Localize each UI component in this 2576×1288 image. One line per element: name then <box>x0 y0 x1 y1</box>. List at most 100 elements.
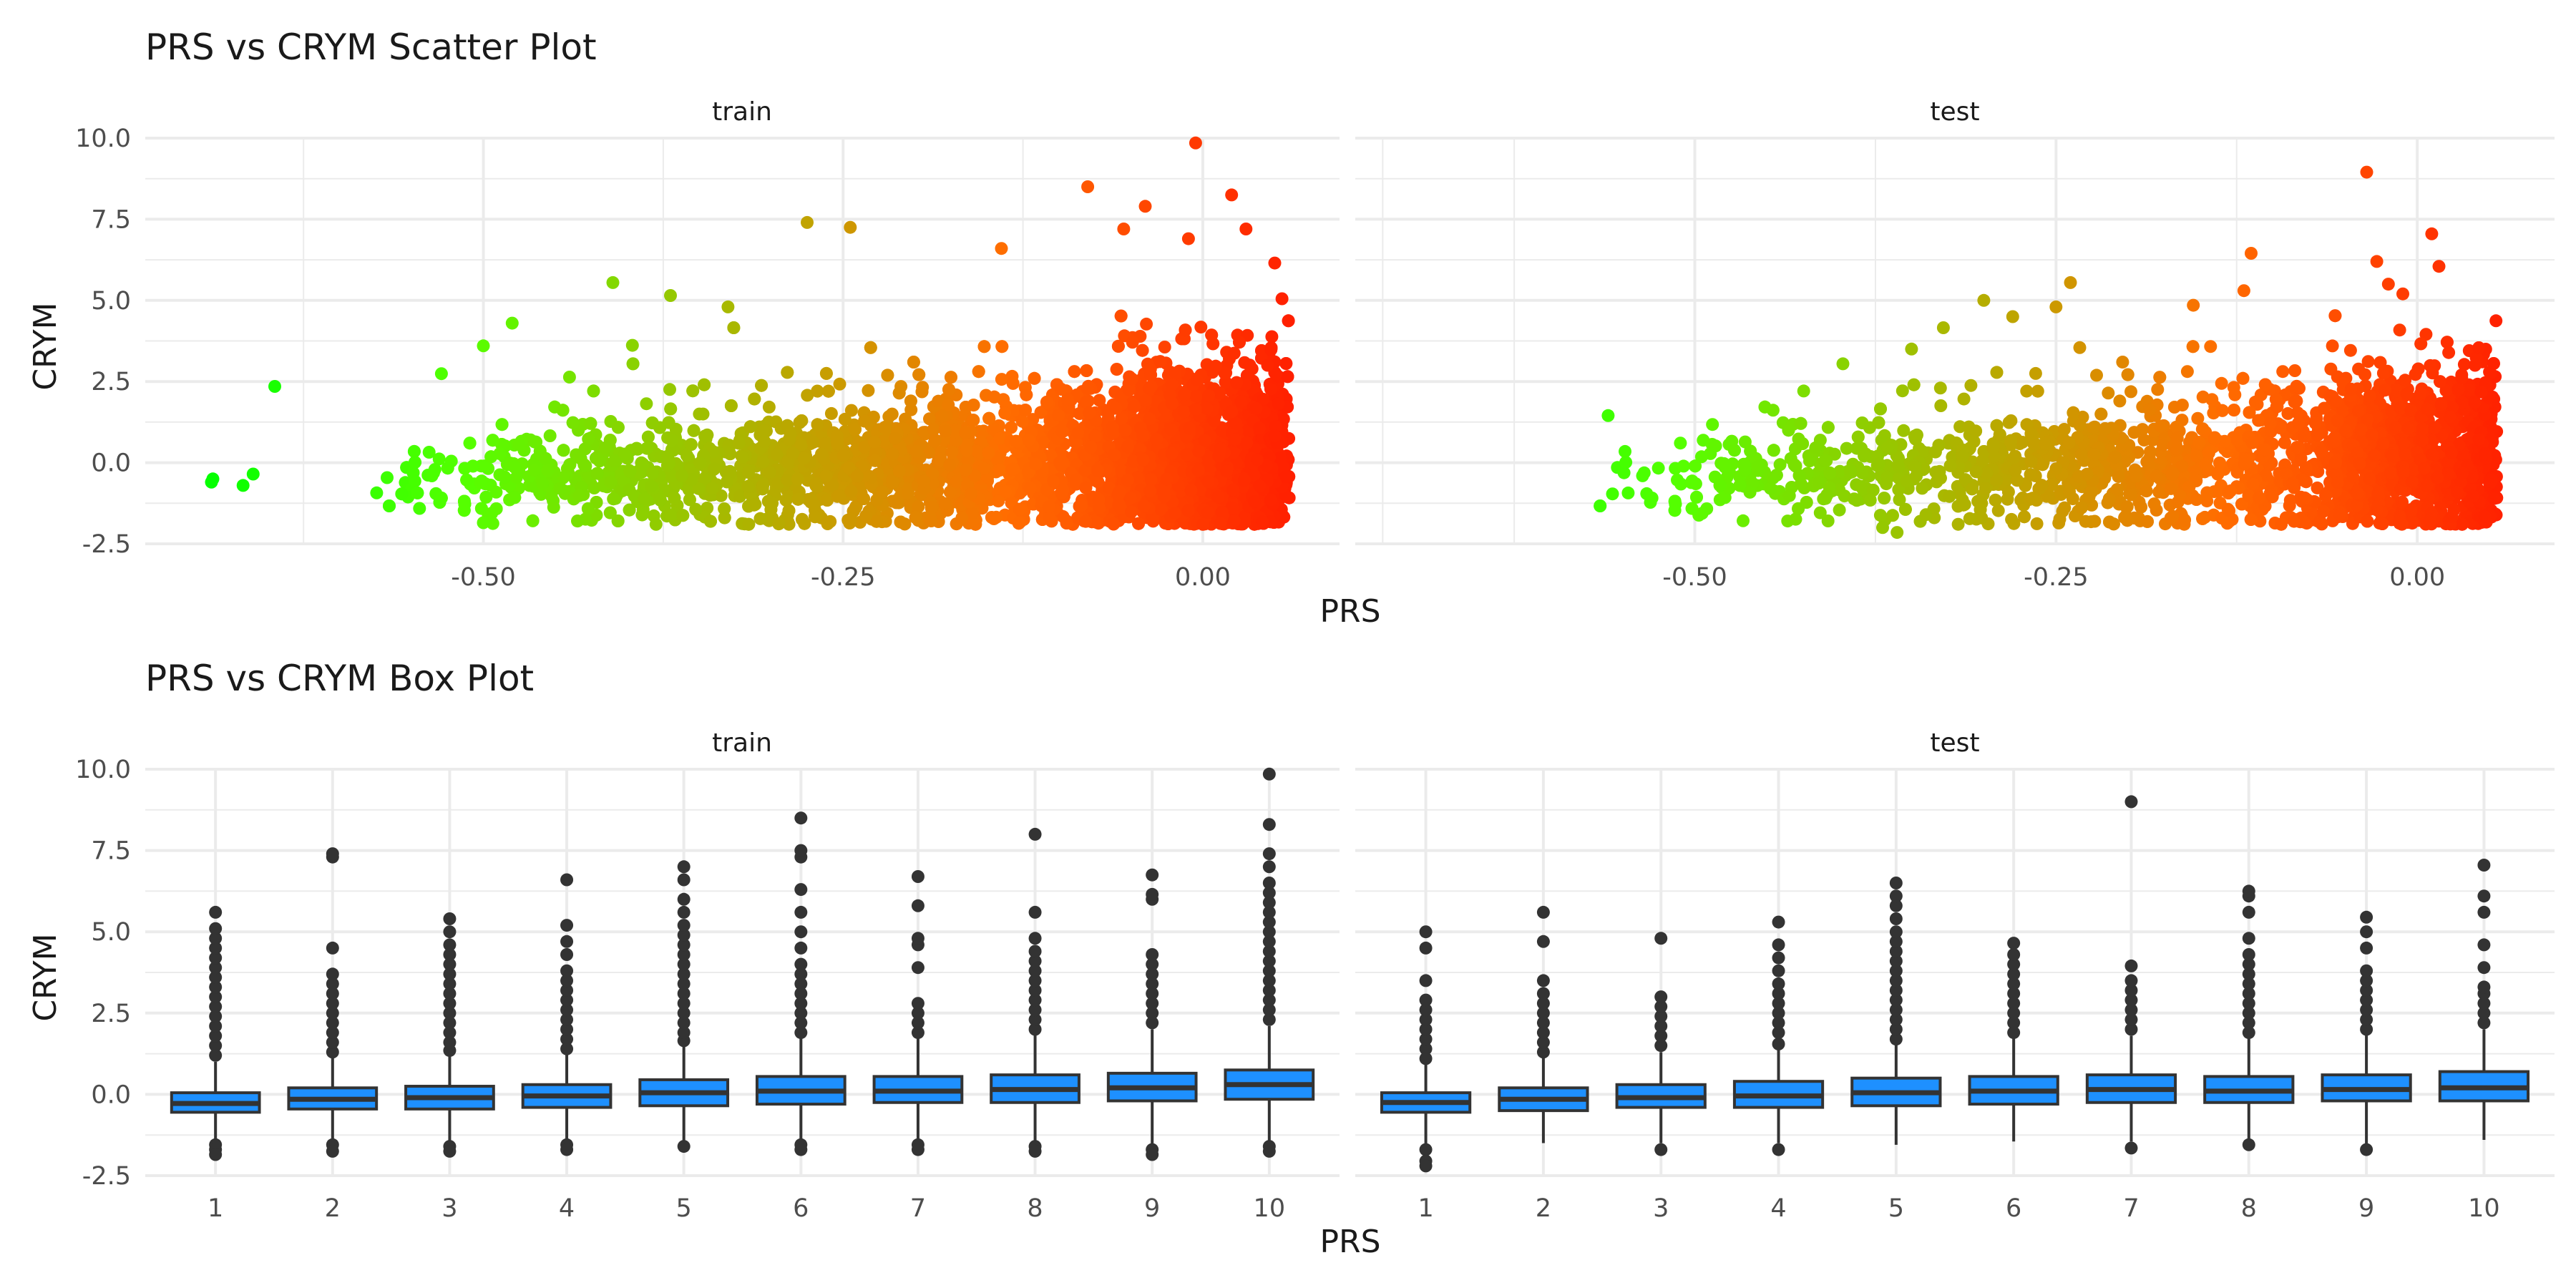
scatter-point <box>892 464 906 478</box>
scatter-point <box>566 416 580 429</box>
scatter-point <box>1007 462 1020 476</box>
scatter-point <box>584 416 597 430</box>
scatter-point <box>1125 505 1138 519</box>
scatter-point <box>909 511 922 525</box>
scatter-point <box>1121 440 1135 454</box>
scatter-point <box>1169 507 1181 520</box>
scatter-point <box>1201 506 1215 519</box>
scatter-point <box>411 486 424 499</box>
scatter-point <box>527 464 541 477</box>
scatter-point <box>859 509 873 522</box>
scatter-point <box>1201 475 1215 489</box>
scatter-point <box>943 458 957 472</box>
scatter-point <box>638 492 651 506</box>
scatter-point <box>770 448 784 462</box>
scatter-point <box>782 517 796 531</box>
scatter-point <box>645 416 659 429</box>
scatter-point <box>977 340 991 353</box>
scatter-point <box>536 477 550 490</box>
scatter-point <box>1253 479 1267 493</box>
scatter-point <box>577 458 591 472</box>
scatter-point <box>1138 499 1151 513</box>
scatter-point <box>607 492 620 506</box>
scatter-x-tick-labels: -0.50 -0.25 0.00 -0.50 -0.25 0.00 <box>451 563 2445 592</box>
scatter-point <box>1143 412 1156 426</box>
scatter-point <box>1042 500 1055 514</box>
scatter-point <box>687 424 701 437</box>
scatter-point <box>543 429 557 442</box>
scatter-point <box>1249 401 1263 415</box>
scatter-point <box>1213 386 1226 399</box>
scatter-point <box>858 414 872 428</box>
scatter-point <box>998 406 1012 420</box>
scatter-point <box>581 502 595 515</box>
y-tick-label: 2.5 <box>91 368 131 396</box>
scatter-point <box>604 475 618 489</box>
scatter-point <box>1205 328 1219 342</box>
scatter-point <box>578 442 592 456</box>
scatter-point <box>942 383 955 396</box>
y-tick-label: 5.0 <box>91 287 131 316</box>
scatter-point <box>426 466 440 479</box>
scatter-point <box>1110 363 1123 376</box>
scatter-point <box>857 492 871 505</box>
scatter-point <box>967 399 980 412</box>
scatter-point <box>714 489 728 502</box>
scatter-point <box>698 378 711 391</box>
scatter-point <box>1108 448 1121 462</box>
scatter-point <box>1253 421 1266 435</box>
scatter-point <box>1143 484 1157 497</box>
scatter-point <box>1169 366 1182 380</box>
scatter-point <box>982 447 995 459</box>
scatter-point <box>1019 404 1032 417</box>
scatter-point <box>902 487 914 500</box>
scatter-point <box>708 462 721 476</box>
scatter-point <box>1020 388 1033 401</box>
scatter-panel-label-train: train <box>712 97 772 127</box>
scatter-point <box>783 433 796 446</box>
scatter-point <box>756 479 770 492</box>
scatter-point <box>945 371 957 384</box>
scatter-point <box>782 504 796 517</box>
scatter-point <box>1265 330 1279 343</box>
scatter-point <box>675 469 688 482</box>
scatter-point <box>664 402 678 416</box>
y-tick-label: 0.0 <box>91 449 131 478</box>
scatter-point <box>743 420 757 434</box>
scatter-point <box>434 492 448 504</box>
scatter-point <box>434 367 448 381</box>
scatter-y-tick-labels: -2.50.02.55.07.510.0 <box>75 125 131 559</box>
scatter-point <box>1022 434 1035 447</box>
scatter-point <box>838 412 852 426</box>
scatter-point <box>772 517 786 531</box>
scatter-point <box>1178 388 1191 401</box>
scatter-point <box>727 321 741 334</box>
scatter-point <box>753 512 767 525</box>
scatter-point <box>571 514 585 528</box>
scatter-point <box>370 486 384 499</box>
scatter-point <box>683 493 696 507</box>
scatter-point <box>1075 499 1088 512</box>
scatter-point <box>819 366 833 380</box>
scatter-point <box>819 469 833 482</box>
scatter-point <box>668 492 681 505</box>
scatter-point <box>611 421 625 434</box>
scatter-point <box>967 414 980 427</box>
scatter-point <box>603 506 617 519</box>
scatter-point <box>1237 474 1251 487</box>
scatter-point <box>762 400 776 414</box>
scatter-point <box>1229 417 1243 430</box>
scatter-point <box>1264 343 1278 356</box>
scatter-point <box>1136 429 1150 442</box>
x-tick-label: 0.00 <box>2389 563 2445 592</box>
scatter-point <box>479 490 493 504</box>
scatter-point <box>383 499 396 512</box>
scatter-point <box>925 500 939 514</box>
scatter-point <box>1191 374 1204 387</box>
scatter-point <box>912 500 925 514</box>
scatter-point <box>698 429 712 443</box>
scatter-point <box>1189 389 1203 403</box>
scatter-point <box>1194 321 1208 334</box>
scatter-point <box>995 340 1009 353</box>
scatter-point <box>741 479 755 493</box>
